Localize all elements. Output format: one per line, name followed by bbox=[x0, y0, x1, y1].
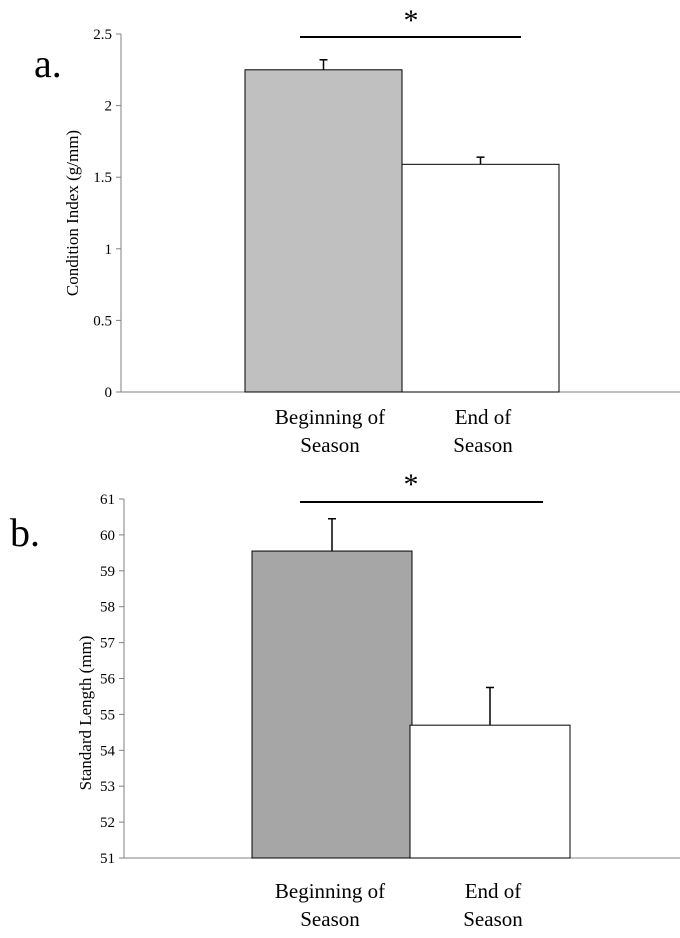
y-tick-label: 1.5 bbox=[93, 170, 112, 186]
bar bbox=[244, 69, 403, 393]
y-tick-label: 2.5 bbox=[93, 27, 112, 43]
y-tick-label: 53 bbox=[100, 779, 115, 795]
panel-label: a. bbox=[34, 41, 62, 86]
y-tick-label: 60 bbox=[100, 528, 115, 544]
panel-label: b. bbox=[10, 510, 40, 555]
y-tick-label: 61 bbox=[100, 492, 115, 508]
y-tick-label: 58 bbox=[100, 600, 115, 616]
category-label: Beginning of Season bbox=[274, 879, 386, 931]
significance-marker: * bbox=[403, 468, 419, 501]
category-label: End of Season bbox=[453, 405, 513, 457]
chart-a: 0 0.5 1 1.5 2 2.5 bbox=[93, 27, 680, 401]
bar bbox=[251, 550, 413, 859]
y-tick-label: 57 bbox=[100, 636, 116, 652]
y-tick-label: 55 bbox=[100, 707, 115, 723]
panel-b: b. Standard Length (mm) 51 52 53 54 55 56 57 58… bbox=[0, 465, 680, 938]
category-label: End of Season bbox=[463, 879, 523, 931]
chart-b: 51 52 53 54 55 56 57 58 59 60 61 bbox=[100, 492, 680, 867]
bar bbox=[401, 163, 560, 393]
y-tick-label: 0.5 bbox=[93, 313, 112, 329]
bar bbox=[409, 724, 571, 859]
y-tick-label: 1 bbox=[105, 242, 113, 258]
y-tick-label: 52 bbox=[100, 815, 115, 831]
category-label: Beginning of Season bbox=[274, 405, 386, 457]
y-tick-label: 0 bbox=[105, 385, 113, 401]
panel-a: a. Condition Index (g/mm) 0 0.5 1 1.5 2 2.5 *… bbox=[0, 0, 680, 465]
y-tick-label: 59 bbox=[100, 564, 115, 580]
y-tick-label: 56 bbox=[100, 672, 116, 688]
y-tick-label: 54 bbox=[100, 743, 116, 759]
y-tick-label: 2 bbox=[105, 99, 113, 115]
significance-marker: * bbox=[403, 4, 419, 37]
y-tick-label: 51 bbox=[100, 851, 115, 867]
